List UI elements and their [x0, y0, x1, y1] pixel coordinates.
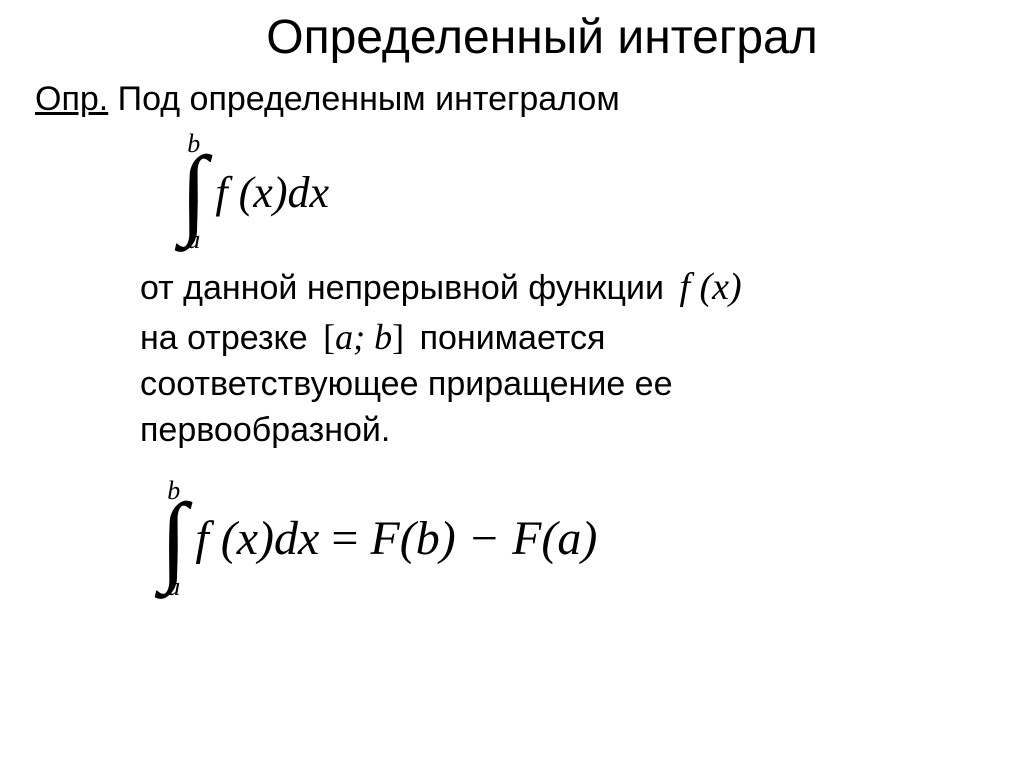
inline-math-interval: [a; b] [317, 317, 410, 357]
slide-title: Определенный интеграл [90, 10, 994, 65]
formula-text: f (x)dx = F(b) − F(a) [195, 511, 597, 566]
lower-limit-1: a [187, 227, 200, 253]
body-line-2-text-b: понимается [420, 319, 606, 357]
integrand-1: f (x)dx [215, 167, 329, 218]
integral-symbol-2: ∫ [160, 504, 187, 574]
inline-math-fx: f (x) [673, 266, 747, 308]
lower-limit-2: a [167, 574, 180, 600]
integral-sign-1: b ∫ a [180, 131, 207, 253]
definition-line: Опр. Под определенным интегралом [30, 80, 994, 119]
definition-text: Под определенным интегралом [108, 80, 620, 118]
body-line-2: на отрезке [a; b] понимается [140, 313, 994, 362]
integral-expression-1: b ∫ a f (x)dx [180, 127, 994, 257]
body-line-3: соответствующее приращение ее [140, 362, 994, 408]
body-text: от данной непрерывной функции f (x) на о… [30, 262, 994, 454]
formula-rhs: F(b) − F(a) [370, 512, 597, 565]
body-line-2-text-a: на отрезке [140, 319, 317, 357]
formula-eq: = [319, 512, 370, 565]
body-line-4: первообразной. [140, 408, 994, 454]
definition-label: Опр. [35, 80, 108, 118]
body-line-1: от данной непрерывной функции f (x) [140, 262, 994, 313]
body-line-1-text: от данной непрерывной функции [140, 269, 673, 307]
formula-lhs: f (x)dx [195, 512, 319, 565]
integral-sign-2: b ∫ a [160, 478, 187, 600]
integral-expression-2: b ∫ a f (x)dx = F(b) − F(a) [160, 464, 994, 614]
integral-symbol-1: ∫ [180, 157, 207, 227]
